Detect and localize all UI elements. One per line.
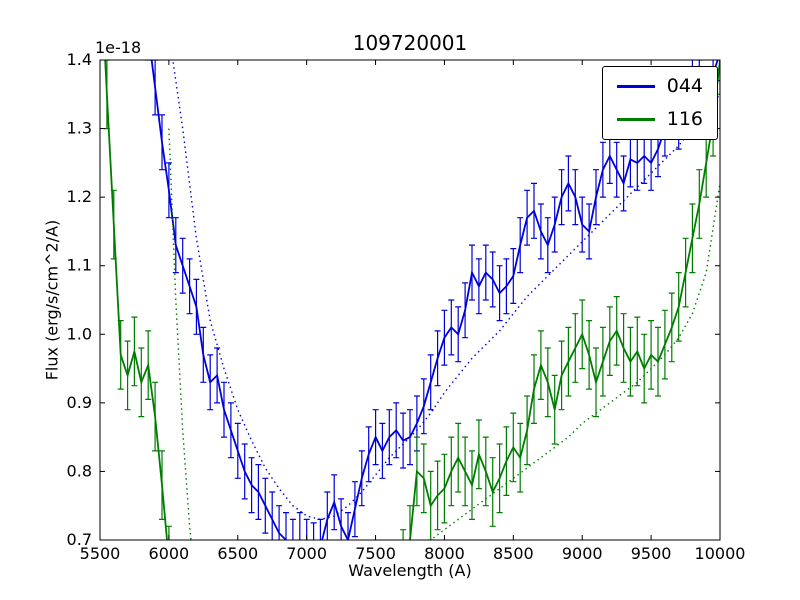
legend-label: 116 [666, 108, 703, 130]
y-axis-label: Flux (erg/s/cm^2/A) [42, 219, 62, 381]
svg-text:1.2: 1.2 [67, 187, 92, 206]
svg-text:5500: 5500 [80, 544, 121, 563]
svg-text:1.1: 1.1 [67, 256, 92, 275]
legend-label: 044 [666, 75, 703, 97]
svg-text:7000: 7000 [286, 544, 327, 563]
legend: 044 116 [601, 66, 718, 140]
svg-text:6500: 6500 [217, 544, 258, 563]
svg-text:0.7: 0.7 [67, 530, 92, 549]
svg-text:1.4: 1.4 [67, 50, 92, 69]
svg-text:9000: 9000 [562, 544, 603, 563]
legend-entry-116: 116 [616, 108, 703, 130]
legend-entry-044: 044 [616, 75, 703, 97]
y-axis-offset-label: 1e-18 [95, 38, 142, 57]
svg-text:10000: 10000 [695, 544, 746, 563]
legend-line-sample [616, 118, 655, 121]
svg-text:7500: 7500 [355, 544, 396, 563]
svg-text:8000: 8000 [424, 544, 465, 563]
svg-text:1.0: 1.0 [67, 324, 92, 343]
svg-text:0.8: 0.8 [67, 461, 92, 480]
x-axis-label: Wavelength (A) [348, 561, 472, 580]
svg-text:8500: 8500 [493, 544, 534, 563]
svg-text:1.3: 1.3 [67, 119, 92, 138]
svg-text:0.9: 0.9 [67, 393, 92, 412]
plot-title: 109720001 [352, 31, 468, 55]
svg-text:6000: 6000 [149, 544, 190, 563]
svg-text:9500: 9500 [631, 544, 672, 563]
legend-line-sample [616, 85, 655, 88]
